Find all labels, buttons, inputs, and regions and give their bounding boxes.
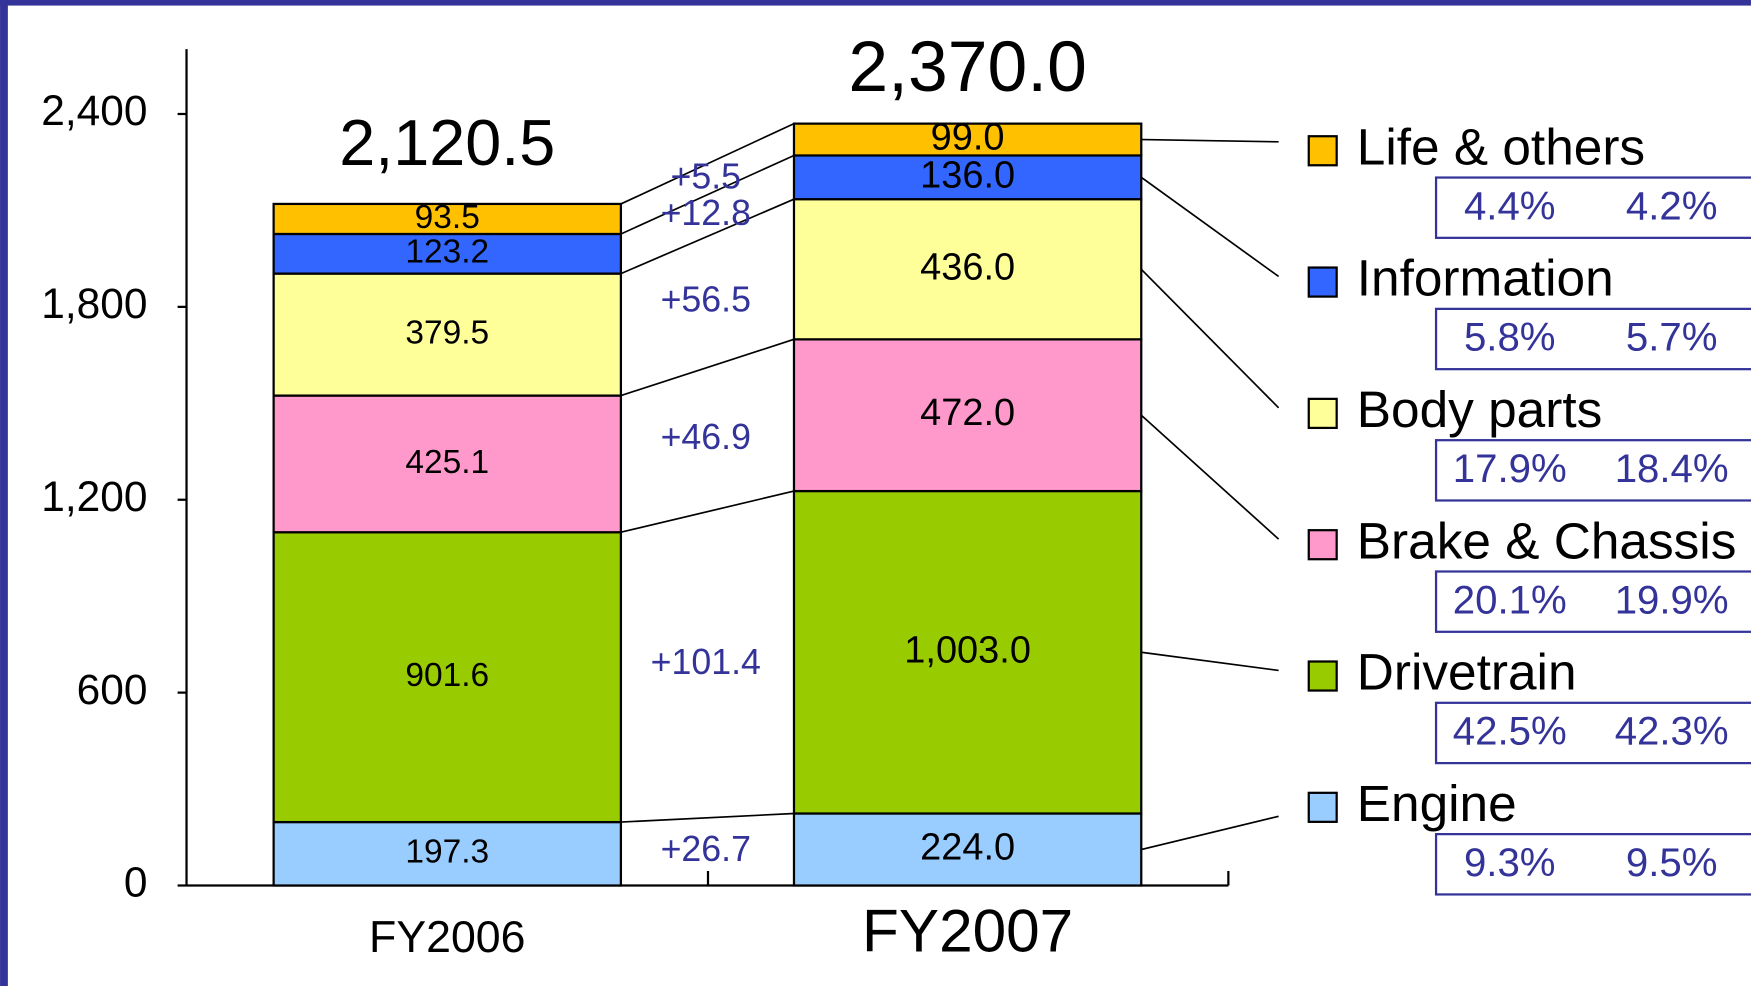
change-label: +5.5 <box>671 157 742 197</box>
legend-label: Information <box>1357 250 1614 307</box>
leader-line <box>1141 651 1279 672</box>
share-label: 5.7% <box>1626 315 1718 360</box>
leader-line <box>1141 138 1279 143</box>
share-label: 42.5% <box>1453 709 1567 754</box>
legend-label: Engine <box>1357 775 1517 832</box>
change-label: +12.8 <box>661 193 751 233</box>
value-label: 197.3 <box>405 834 489 871</box>
leader-line <box>1141 815 1279 851</box>
y-tick-label: 1,200 <box>41 473 147 520</box>
value-label: 472.0 <box>920 392 1015 434</box>
share-label: 9.5% <box>1626 840 1718 885</box>
value-label: 123.2 <box>405 234 489 271</box>
connector-line <box>620 154 795 235</box>
y-tick-label: 2,400 <box>41 87 147 134</box>
value-label: 93.5 <box>415 199 480 236</box>
leader-line <box>1140 268 1280 409</box>
share-box <box>1434 176 1751 239</box>
share-label: 18.4% <box>1615 446 1729 491</box>
frame-left <box>0 0 8 986</box>
value-label: 436.0 <box>920 246 1015 288</box>
legend-swatch <box>1307 791 1338 823</box>
share-label: 17.9% <box>1453 446 1567 491</box>
x-tick-label: FY2007 <box>862 897 1073 965</box>
x-tick-label: FY2006 <box>369 913 525 962</box>
value-label: 136.0 <box>920 154 1015 196</box>
total-label: 2,120.5 <box>339 106 555 179</box>
value-label: 1,003.0 <box>904 629 1031 671</box>
frame-top <box>0 0 1751 6</box>
y-tick-label: 600 <box>77 666 148 713</box>
bar-segment <box>792 338 1143 493</box>
share-label: 9.3% <box>1464 840 1556 885</box>
share-box <box>1434 833 1751 896</box>
share-label: 20.1% <box>1453 577 1567 622</box>
share-label: 4.4% <box>1464 183 1556 228</box>
connector-line <box>620 812 795 823</box>
share-box <box>1434 307 1751 371</box>
connector-line <box>620 338 795 397</box>
legend-swatch <box>1307 529 1338 561</box>
share-label: 5.8% <box>1464 315 1556 360</box>
value-label: 379.5 <box>405 314 489 351</box>
bar-segment <box>272 202 623 236</box>
legend-label: Drivetrain <box>1357 644 1577 701</box>
bar-segment <box>792 198 1143 341</box>
change-label: +101.4 <box>651 642 761 682</box>
share-label: 4.2% <box>1626 183 1718 228</box>
change-label: +46.9 <box>661 417 751 457</box>
bar-segment <box>272 394 623 534</box>
y-tick-label: 1,800 <box>41 280 147 327</box>
legend-swatch <box>1307 397 1338 430</box>
legend-swatch <box>1307 266 1338 298</box>
connector-line <box>620 122 795 205</box>
connector-line <box>620 198 795 275</box>
share-box <box>1434 701 1751 765</box>
total-label: 2,370.0 <box>848 27 1086 107</box>
share-box <box>1434 570 1751 633</box>
value-label: 99.0 <box>931 117 1005 159</box>
value-label: 425.1 <box>405 444 489 481</box>
share-label: 19.9% <box>1615 577 1729 622</box>
connector-line <box>620 490 795 534</box>
bar-segment <box>272 820 623 887</box>
value-label: 901.6 <box>405 657 489 694</box>
value-label: 224.0 <box>920 827 1015 869</box>
bar-segment <box>272 272 623 397</box>
legend-swatch <box>1307 660 1338 692</box>
share-box <box>1434 439 1751 502</box>
change-label: +26.7 <box>661 829 751 869</box>
legend-label: Brake & Chassis <box>1357 512 1737 569</box>
y-tick-label: 0 <box>124 859 148 906</box>
legend-label: Life & others <box>1357 118 1645 175</box>
leader-line <box>1140 414 1280 540</box>
legend-swatch <box>1307 135 1338 167</box>
change-label: +56.5 <box>661 279 751 319</box>
leader-line <box>1140 176 1280 278</box>
share-label: 42.3% <box>1615 709 1729 754</box>
bar-segment <box>792 154 1143 201</box>
legend-label: Body parts <box>1357 381 1603 438</box>
